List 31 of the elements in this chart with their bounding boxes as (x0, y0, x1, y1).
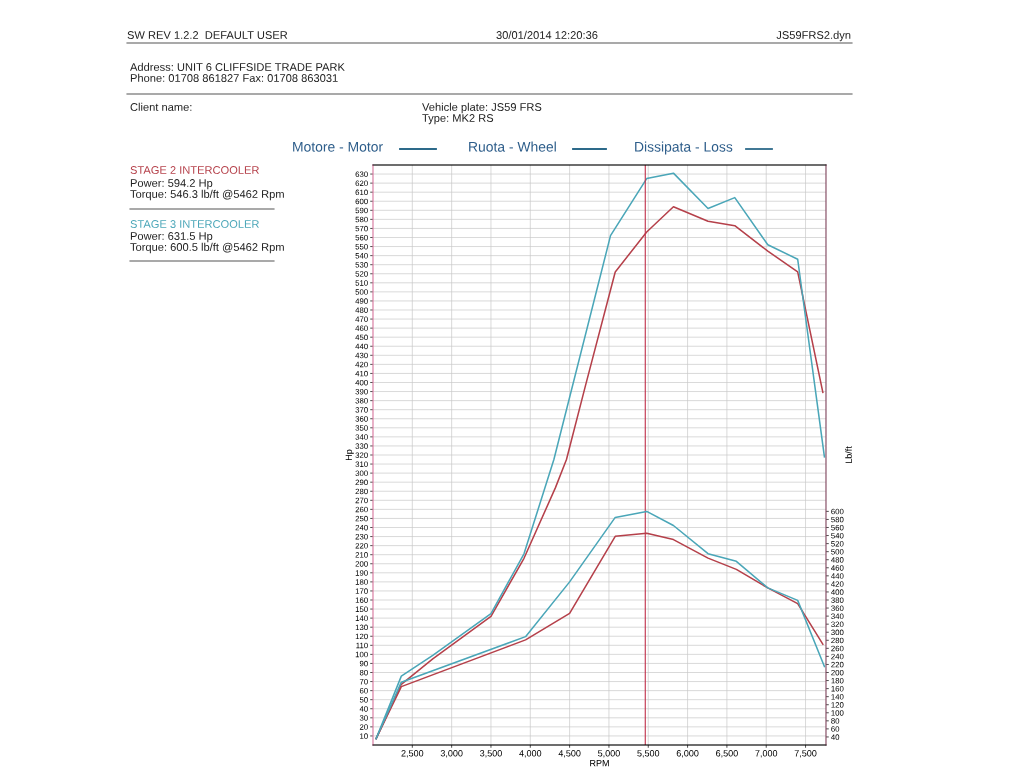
x-tick-label: 3,500 (480, 750, 502, 758)
text: Ruota - Wheel (469, 141, 556, 152)
text: Power: 594.2 Hp (130, 179, 213, 190)
text: Dissipata - Loss (635, 141, 733, 155)
x-tick-label: 6,000 (676, 750, 699, 758)
x-tick-label: 4,000 (519, 750, 542, 758)
text: Client name: (130, 102, 192, 111)
x-tick-label: 6,500 (716, 750, 738, 758)
text: STAGE 3 INTERCOOLER (130, 220, 259, 228)
text: Torque: 600.5 lb/ft @5462 Rpm (130, 242, 284, 254)
y-axis-title: Hp (345, 449, 354, 461)
text: Motore - Motor (293, 142, 383, 152)
text: 30/01/2014 12:20:36 (496, 30, 598, 39)
text: SW REV 1.2.2 DEFAULT USER (127, 31, 288, 39)
y2-axis-title: Lb/ft (845, 446, 852, 464)
text: Power: 631.5 Hp (130, 232, 213, 243)
text: Address: UNIT 6 CLIFFSIDE TRADE PARK (130, 62, 345, 71)
text: STAGE 2 INTERCOOLER (130, 166, 259, 174)
x-tick-label: 3,000 (440, 750, 463, 758)
text: Phone: 01708 861827 Fax: 01708 863031 (130, 73, 338, 82)
x-axis-title: RPM (590, 760, 609, 767)
text: Torque: 546.3 lb/ft @5462 Rpm (130, 189, 284, 201)
text: Type: MK2 RS (422, 114, 494, 125)
x-tick-label: 2,500 (401, 750, 424, 758)
x-tick-label: 5,000 (598, 750, 620, 758)
x-tick-label: 5,500 (637, 750, 660, 758)
x-tick-label: 7,000 (755, 750, 778, 758)
x-tick-label: 4,500 (558, 750, 581, 758)
x-tick-label: 7,500 (794, 750, 817, 758)
text: Vehicle plate: JS59 FRS (422, 102, 542, 114)
text: JS59FRS2.dyn (776, 30, 851, 42)
